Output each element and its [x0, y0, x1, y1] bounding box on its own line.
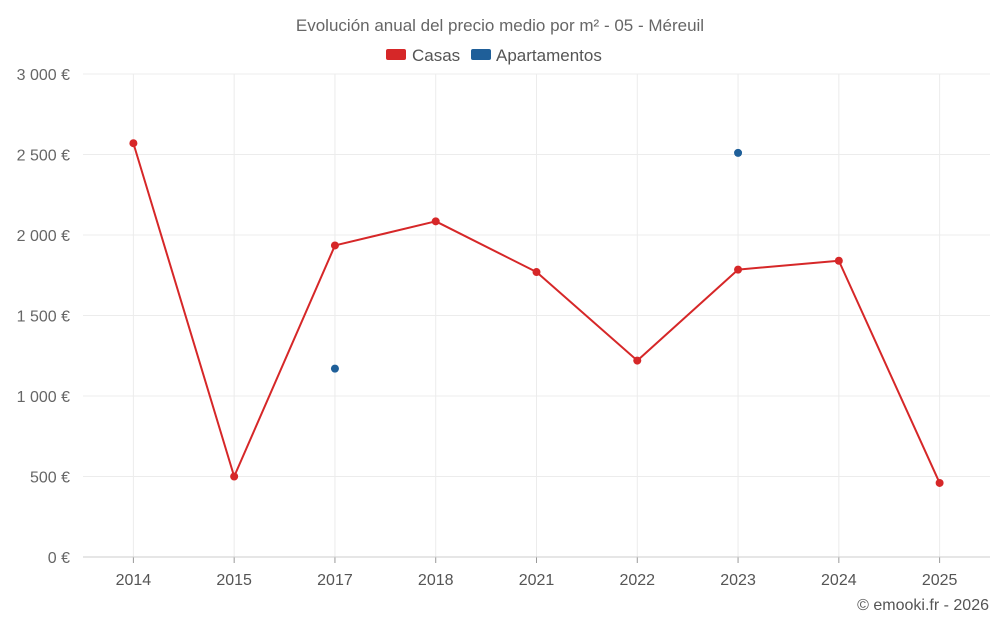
- y-tick-label: 3 000 €: [17, 67, 70, 84]
- x-tick-label: 2023: [720, 572, 756, 589]
- gridlines: [83, 73, 990, 558]
- legend: Casas Apartamentos: [386, 46, 602, 65]
- legend-label-apartamentos: Apartamentos: [496, 46, 602, 65]
- legend-label-casas: Casas: [412, 46, 460, 65]
- credit-text: © emooki.fr - 2026: [857, 597, 989, 614]
- data-point-apartamentos[interactable]: [330, 364, 339, 373]
- y-tick-label: 500 €: [30, 470, 70, 487]
- y-tick-label: 2 000 €: [17, 228, 70, 245]
- legend-item-apartamentos[interactable]: Apartamentos: [471, 46, 602, 65]
- x-tick-label: 2015: [216, 572, 252, 589]
- data-point-casas[interactable]: [734, 265, 743, 274]
- data-point-casas[interactable]: [935, 478, 944, 487]
- chart-title: Evolución anual del precio medio por m² …: [296, 16, 704, 35]
- x-tick-label: 2022: [619, 572, 655, 589]
- legend-swatch-casas: [386, 49, 406, 60]
- x-tick-label: 2018: [418, 572, 454, 589]
- data-point-casas[interactable]: [129, 139, 138, 148]
- data-point-casas[interactable]: [230, 472, 239, 481]
- y-tick-label: 0 €: [48, 550, 70, 567]
- data-point-casas[interactable]: [633, 356, 642, 365]
- y-tick-label: 2 500 €: [17, 148, 70, 165]
- legend-item-casas[interactable]: Casas: [386, 46, 460, 65]
- data-point-casas[interactable]: [532, 268, 541, 277]
- data-point-apartamentos[interactable]: [734, 148, 743, 157]
- legend-swatch-apartamentos: [471, 49, 491, 60]
- y-tick-label: 1 500 €: [17, 309, 70, 326]
- x-tick-label: 2021: [519, 572, 555, 589]
- y-tick-label: 1 000 €: [17, 389, 70, 406]
- series: [129, 139, 944, 487]
- x-tick-label: 2024: [821, 572, 857, 589]
- axes: 0 € 500 € 1 000 € 1 500 € 2 000 € 2 500 € 3 00…: [17, 67, 990, 589]
- data-point-casas[interactable]: [330, 241, 339, 250]
- x-tick-label: 2017: [317, 572, 353, 589]
- x-tick-label: 2014: [116, 572, 152, 589]
- data-point-casas[interactable]: [431, 217, 440, 226]
- x-tick-label: 2025: [922, 572, 958, 589]
- data-point-casas[interactable]: [834, 256, 843, 265]
